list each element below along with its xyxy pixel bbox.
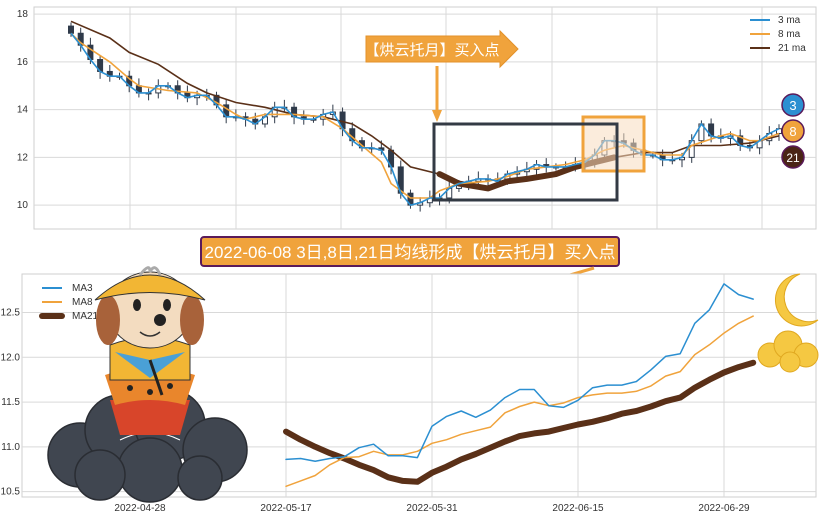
bottom-title-box [200, 236, 620, 267]
highlight-box-dark [432, 122, 619, 202]
yellow-cloud-icon [757, 330, 819, 373]
candle-body [68, 25, 74, 34]
y-tick-label: 11.0 [1, 442, 20, 453]
buy-point-arrow [365, 29, 519, 69]
y-tick-label: 12.0 [1, 352, 21, 363]
bottom-ticks: 10.5 11.0 11.5 12.0 12.5 2022-04-28 2022-05-17… [1, 308, 750, 514]
badge-21 [781, 145, 805, 169]
legend-MA8: MA8 [72, 297, 93, 308]
badge-21-label: 21 [786, 151, 800, 165]
line-3ma [70, 32, 780, 206]
legend-3ma: 3 ma [778, 15, 801, 26]
x-tick-label: 2022-04-28 [114, 503, 166, 514]
top-legend: 3 ma 8 ma 21 ma [750, 15, 806, 54]
y-tick-label: 14 [17, 105, 29, 116]
highlight-box-orange [581, 115, 646, 173]
y-tick-label: 10 [17, 200, 29, 211]
y-tick-label: 18 [17, 9, 29, 20]
legend-MA3: MA3 [72, 283, 93, 294]
bottom-ma-lines [283, 283, 757, 488]
legend-MA21: MA21 [72, 311, 99, 322]
bottom-title: 2022-06-08 3日,8日,21日均线形成【烘云托月】买入点 [205, 243, 616, 262]
crescent-moon-icon [774, 273, 819, 327]
x-tick-label: 2022-05-31 [406, 503, 458, 514]
y-tick-label: 11.5 [1, 397, 20, 408]
line-MA3 [285, 283, 754, 462]
dog-mascot-illustration [47, 266, 248, 503]
y-tick-label: 16 [17, 57, 29, 68]
legend-8ma: 8 ma [778, 29, 801, 40]
line-MA21 [283, 359, 757, 485]
x-tick-label: 2022-06-15 [552, 503, 604, 514]
down-arrow-head-icon [432, 110, 442, 122]
legend-21ma: 21 ma [778, 43, 806, 54]
line-21ma-highlight [436, 154, 618, 192]
badge-3 [781, 93, 805, 117]
y-tick-label: 10.5 [1, 487, 21, 498]
top-y-ticks: 10 12 14 16 18 [17, 9, 29, 211]
line-21ma [70, 20, 780, 190]
top-ma-lines [70, 20, 780, 206]
badge-3-label: 3 [789, 98, 796, 113]
line-MA8 [285, 315, 754, 488]
badge-8 [781, 119, 805, 143]
buy-point-label: 【烘云托月】买入点 [364, 42, 499, 59]
y-tick-label: 12.5 [1, 308, 21, 319]
y-tick-label: 12 [17, 152, 29, 163]
x-tick-label: 2022-06-29 [698, 503, 750, 514]
bottom-legend: MA3 MA8 MA21 [39, 283, 99, 322]
x-tick-label: 2022-05-17 [260, 503, 312, 514]
badge-8-label: 8 [789, 124, 796, 139]
